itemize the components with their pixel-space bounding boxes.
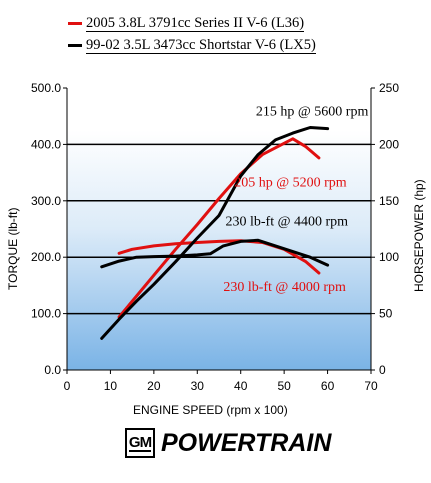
left-tick-label: 300.0 [31, 194, 61, 208]
lx5-horsepower-line [100, 126, 330, 340]
right-tick-label: 0 [379, 363, 386, 377]
x-tick-label: 60 [321, 379, 335, 393]
right-tick-label: 200 [379, 137, 399, 151]
l36-torque-line [117, 239, 321, 275]
peak-annotation: 205 hp @ 5200 rpm [234, 176, 347, 191]
left-tick-label: 500.0 [31, 81, 61, 95]
powertrain-wordmark: POWERTRAIN [161, 428, 332, 457]
legend-item-lx5: 99-02 3.5L 3473cc Shortstar V-6 (LX5) [68, 36, 316, 54]
x-tick-label: 40 [234, 379, 248, 393]
peak-annotation: 215 hp @ 5600 rpm [256, 105, 369, 120]
x-axis-title: ENGINE SPEED (rpm x 100) [133, 403, 288, 417]
lx5-torque-line [100, 238, 330, 269]
x-tick-label: 20 [147, 379, 161, 393]
right-axis-title: HORSEPOWER (hp) [412, 179, 426, 292]
x-tick-label: 0 [64, 379, 71, 393]
gm-powertrain-logo: GM POWERTRAIN [125, 428, 331, 458]
right-tick-label: 250 [379, 81, 399, 95]
peak-annotation: 230 lb-ft @ 4000 rpm [223, 280, 346, 295]
left-tick-label: 200.0 [31, 250, 61, 264]
legend-label-l36: 2005 3.8L 3791cc Series II V-6 (L36) [86, 14, 305, 32]
legend-item-l36: 2005 3.8L 3791cc Series II V-6 (L36) [68, 14, 305, 32]
right-tick-label: 150 [379, 194, 399, 208]
peak-annotation: 230 lb-ft @ 4400 rpm [226, 215, 349, 230]
x-tick-label: 30 [191, 379, 205, 393]
x-tick-label: 70 [364, 379, 378, 393]
legend-label-lx5: 99-02 3.5L 3473cc Shortstar V-6 (LX5) [86, 36, 316, 54]
left-tick-label: 100.0 [31, 307, 61, 321]
x-tick-label: 10 [104, 379, 118, 393]
legend-swatch-lx5 [68, 43, 82, 47]
left-tick-label: 400.0 [31, 137, 61, 151]
left-axis-title: TORQUE (lb-ft) [6, 207, 20, 290]
legend-swatch-l36 [68, 21, 82, 25]
gm-badge: GM [125, 428, 155, 458]
right-tick-label: 100 [379, 250, 399, 264]
left-tick-label: 0.0 [44, 363, 61, 377]
right-tick-label: 50 [379, 307, 393, 321]
x-tick-label: 50 [277, 379, 291, 393]
